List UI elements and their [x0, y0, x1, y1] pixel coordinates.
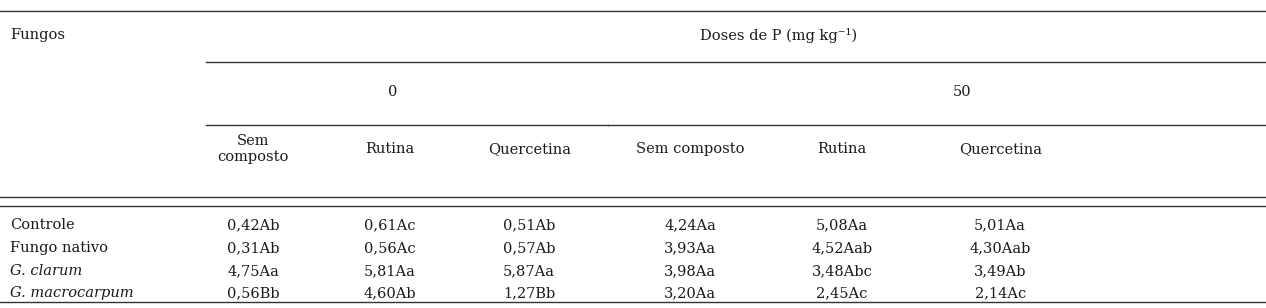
Text: Fungo nativo: Fungo nativo [10, 241, 108, 255]
Text: 4,75Aa: 4,75Aa [228, 264, 279, 278]
Text: Quercetina: Quercetina [487, 142, 571, 156]
Text: 5,87Aa: 5,87Aa [503, 264, 556, 278]
Text: G. macrocarpum: G. macrocarpum [10, 286, 134, 300]
Text: Sem composto: Sem composto [636, 142, 744, 156]
Text: Quercetina: Quercetina [958, 142, 1042, 156]
Text: 1,27Bb: 1,27Bb [503, 286, 556, 300]
Text: 4,60Ab: 4,60Ab [363, 286, 417, 300]
Text: 3,48Abc: 3,48Abc [812, 264, 872, 278]
Text: 0,56Ac: 0,56Ac [365, 241, 415, 255]
Text: Controle: Controle [10, 218, 75, 232]
Text: 50: 50 [953, 85, 971, 99]
Text: 5,01Aa: 5,01Aa [975, 218, 1025, 232]
Text: 0,31Ab: 0,31Ab [227, 241, 280, 255]
Text: Fungos: Fungos [10, 28, 65, 43]
Text: 3,98Aa: 3,98Aa [663, 264, 717, 278]
Text: Sem
composto: Sem composto [218, 134, 289, 164]
Text: Rutina: Rutina [818, 142, 866, 156]
Text: 4,24Aa: 4,24Aa [665, 218, 715, 232]
Text: 3,49Ab: 3,49Ab [974, 264, 1027, 278]
Text: 3,20Aa: 3,20Aa [663, 286, 717, 300]
Text: 2,45Ac: 2,45Ac [817, 286, 867, 300]
Text: 0,56Bb: 0,56Bb [227, 286, 280, 300]
Text: 4,52Aab: 4,52Aab [812, 241, 872, 255]
Text: 5,08Aa: 5,08Aa [815, 218, 868, 232]
Text: 0,51Ab: 0,51Ab [503, 218, 556, 232]
Text: 0,42Ab: 0,42Ab [227, 218, 280, 232]
Text: 0: 0 [387, 85, 398, 99]
Text: 0,57Ab: 0,57Ab [503, 241, 556, 255]
Text: 3,93Aa: 3,93Aa [663, 241, 717, 255]
Text: Doses de P (mg kg⁻¹): Doses de P (mg kg⁻¹) [700, 28, 857, 43]
Text: Rutina: Rutina [366, 142, 414, 156]
Text: 4,30Aab: 4,30Aab [970, 241, 1031, 255]
Text: 5,81Aa: 5,81Aa [365, 264, 415, 278]
Text: G. clarum: G. clarum [10, 264, 82, 278]
Text: 0,61Ac: 0,61Ac [365, 218, 415, 232]
Text: 2,14Ac: 2,14Ac [975, 286, 1025, 300]
